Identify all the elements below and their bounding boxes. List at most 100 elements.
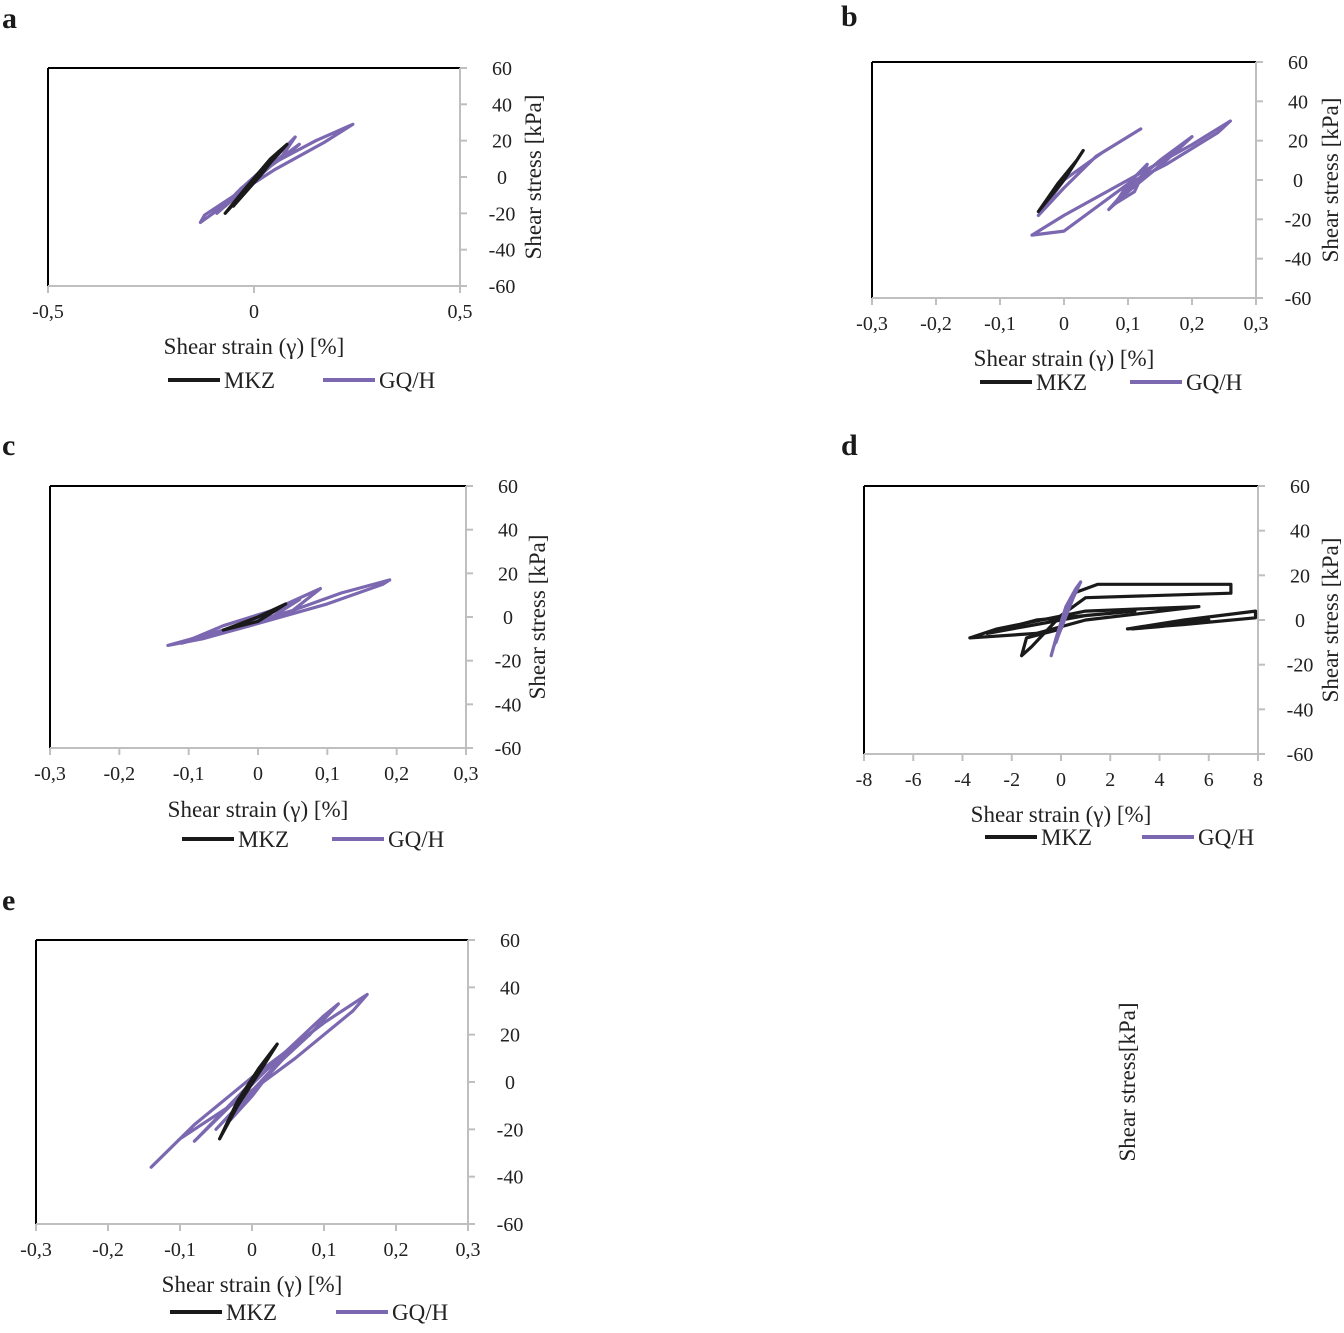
legend-mkz-label: MKZ bbox=[224, 368, 275, 393]
plot-data bbox=[149, 992, 369, 1169]
y-axis-title: Shear stress [kPa] bbox=[525, 535, 550, 700]
y-tick-label: -60 bbox=[497, 1214, 524, 1236]
y-tick-label: 40 bbox=[1288, 91, 1308, 113]
y-tick-label: -60 bbox=[495, 738, 522, 760]
panel-letter: d bbox=[841, 429, 858, 462]
y-tick-label: -20 bbox=[497, 1119, 524, 1141]
legend-mkz-label: MKZ bbox=[1041, 825, 1092, 850]
y-tick-label: 0 bbox=[1293, 170, 1303, 192]
legend: MKZ GQ/H bbox=[168, 368, 435, 393]
y-axis-title: Shear stress [kPa] bbox=[1318, 98, 1343, 263]
x-tick-label: 0,1 bbox=[312, 1239, 337, 1261]
y-tick-label: 0 bbox=[505, 1072, 515, 1094]
y-tick-label: -40 bbox=[1287, 699, 1314, 721]
legend: MKZ GQ/H bbox=[985, 825, 1254, 850]
series-gqh-loop bbox=[180, 586, 322, 645]
y-tick-label: -40 bbox=[495, 694, 522, 716]
series-gqh-loop bbox=[149, 992, 369, 1169]
panel-letter: e bbox=[2, 884, 15, 917]
x-tick-label: 0,1 bbox=[315, 763, 340, 785]
x-tick-label: 0,2 bbox=[384, 763, 409, 785]
x-tick-label: 0,2 bbox=[384, 1239, 409, 1261]
series-mkz-loop bbox=[1019, 582, 1233, 658]
y-tick-label: 20 bbox=[492, 131, 512, 153]
legend-gqh-label: GQ/H bbox=[388, 827, 444, 852]
x-tick-label: -0,2 bbox=[92, 1239, 124, 1261]
plot-data bbox=[198, 122, 355, 224]
y-axis-title: Shear stress[kPa] bbox=[1115, 1002, 1140, 1161]
x-tick-label: -6 bbox=[905, 769, 922, 791]
y-tick-label: -60 bbox=[1287, 744, 1314, 766]
y-tick-label: 20 bbox=[1288, 131, 1308, 153]
x-tick-label: 0 bbox=[249, 301, 259, 323]
x-axis-title: Shear strain (γ) [%] bbox=[168, 797, 349, 822]
x-tick-label: -0,3 bbox=[856, 313, 888, 335]
series-mkz-loop bbox=[231, 150, 281, 208]
y-tick-label: 40 bbox=[1290, 521, 1310, 543]
y-tick-label: -60 bbox=[489, 276, 516, 298]
panel-letter: b bbox=[841, 0, 858, 33]
series-gqh-loop bbox=[228, 1051, 290, 1122]
x-tick-label: 0,1 bbox=[1116, 313, 1141, 335]
y-tick-label: 60 bbox=[500, 930, 520, 952]
x-tick-label: -0,3 bbox=[34, 763, 66, 785]
x-tick-label: -0,5 bbox=[32, 301, 64, 323]
legend: MKZ GQ/H bbox=[980, 370, 1242, 395]
legend-gqh-label: GQ/H bbox=[392, 1300, 448, 1325]
panel-letter: a bbox=[2, 2, 17, 35]
x-tick-label: 0,3 bbox=[454, 763, 479, 785]
series-gqh-loop bbox=[1107, 135, 1194, 212]
x-tick-label: -0,1 bbox=[984, 313, 1016, 335]
y-axis-title: Shear stress [kPa] bbox=[1318, 538, 1343, 703]
legend-gqh-label: GQ/H bbox=[1186, 370, 1242, 395]
x-tick-label: 0,5 bbox=[448, 301, 473, 323]
y-tick-label: 0 bbox=[503, 607, 513, 629]
y-tick-label: 40 bbox=[498, 520, 518, 542]
series-gqh-loop bbox=[192, 1002, 340, 1143]
y-tick-label: 0 bbox=[1295, 610, 1305, 632]
x-axis-title: Shear strain (γ) [%] bbox=[164, 334, 345, 359]
plot-data bbox=[968, 580, 1258, 658]
x-tick-label: 0 bbox=[247, 1239, 257, 1261]
y-tick-label: 40 bbox=[492, 94, 512, 116]
y-tick-label: 40 bbox=[500, 977, 520, 999]
x-axis-title: Shear strain (γ) [%] bbox=[974, 346, 1155, 371]
legend: MKZ GQ/H bbox=[182, 827, 444, 852]
series-mkz-loop bbox=[1130, 618, 1211, 631]
series-mkz-loop bbox=[1036, 148, 1085, 214]
x-tick-label: 0 bbox=[253, 763, 263, 785]
y-tick-label: -40 bbox=[489, 240, 516, 262]
x-tick-label: 6 bbox=[1204, 769, 1214, 791]
x-axis-title: Shear strain (γ) [%] bbox=[971, 802, 1152, 827]
series-mkz-loop bbox=[221, 602, 288, 632]
y-tick-label: 60 bbox=[1288, 52, 1308, 74]
chart-panel-b: b -0,3 -0,2 -0,1 0 0,1 0,2 0,3 60 40 20 0 -20 -40 -60 S… bbox=[841, 0, 1343, 395]
y-tick-label: 60 bbox=[1290, 476, 1310, 498]
x-tick-label: 0,3 bbox=[1244, 313, 1269, 335]
y-tick-label: 20 bbox=[1290, 565, 1310, 587]
y-tick-label: -20 bbox=[1287, 655, 1314, 677]
x-tick-label: 8 bbox=[1253, 769, 1263, 791]
chart-panel-e: e -0,3 -0,2 -0,1 0 0,1 0,2 0,3 60 40 20 0 -20 -40 -60 S… bbox=[2, 884, 1140, 1325]
y-tick-label: -40 bbox=[1285, 249, 1312, 271]
y-tick-label: -20 bbox=[495, 651, 522, 673]
legend-gqh-label: GQ/H bbox=[379, 368, 435, 393]
x-tick-label: 4 bbox=[1155, 769, 1165, 791]
x-tick-label: -4 bbox=[954, 769, 971, 791]
series-mkz-loop bbox=[968, 604, 1201, 640]
y-tick-label: 60 bbox=[492, 58, 512, 80]
x-tick-label: -0,1 bbox=[164, 1239, 196, 1261]
y-tick-label: -60 bbox=[1285, 288, 1312, 310]
x-axis-title: Shear strain (γ) [%] bbox=[162, 1272, 343, 1297]
plot-data bbox=[1030, 119, 1233, 237]
x-tick-label: -0,2 bbox=[103, 763, 135, 785]
y-tick-label: 20 bbox=[498, 563, 518, 585]
x-tick-label: 0,2 bbox=[1180, 313, 1205, 335]
series-gqh-loop bbox=[1036, 127, 1143, 217]
y-tick-label: 60 bbox=[498, 476, 518, 498]
y-tick-label: -40 bbox=[497, 1167, 524, 1189]
x-tick-label: 0 bbox=[1059, 313, 1069, 335]
series-mkz-loop bbox=[218, 1042, 279, 1141]
chart-panel-c: c -0,3 -0,2 -0,1 0 0,1 0,2 0,3 60 40 20 0 -20 -40 -60 S… bbox=[2, 429, 550, 852]
